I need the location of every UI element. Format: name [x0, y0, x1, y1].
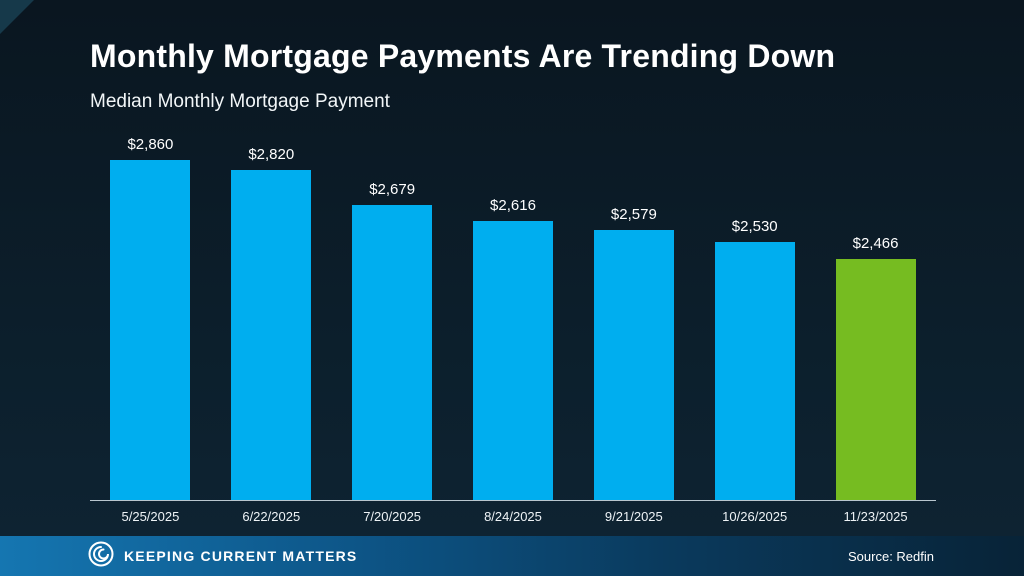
bar-column: $2,616 — [453, 197, 574, 500]
x-axis-tick-label: 10/26/2025 — [722, 509, 788, 524]
bar-column: $2,579 — [573, 206, 694, 500]
bar-value-label: $2,860 — [127, 136, 174, 153]
x-axis-tick-label: 6/22/2025 — [242, 509, 301, 524]
x-axis-tick-label: 9/21/2025 — [604, 509, 663, 524]
x-axis-tick-label: 5/25/2025 — [121, 509, 180, 524]
bar — [714, 242, 795, 500]
bar — [835, 259, 916, 500]
bar-value-label: $2,820 — [248, 146, 295, 163]
bar-value-label: $2,679 — [369, 181, 416, 198]
chart-title: Monthly Mortgage Payments Are Trending D… — [90, 38, 836, 74]
bar — [110, 160, 191, 500]
header: Monthly Mortgage Payments Are Trending D… — [90, 38, 835, 113]
bar — [472, 221, 553, 500]
bar-column: $2,679 — [332, 181, 453, 500]
bar — [593, 230, 674, 500]
x-axis-labels: 5/25/2025 6/22/2025 7/20/2025 8/24/2025 9/21… — [90, 509, 936, 524]
bar-column: $2,820 — [211, 146, 332, 500]
bar-value-label: $2,616 — [490, 197, 536, 214]
bar-plot: $2,860 $2,820 $2,679 $2,616 $2,579 $2,530 $2,4… — [90, 132, 936, 500]
bar — [352, 205, 433, 500]
x-axis-line — [90, 500, 936, 501]
x-axis-tick-label: 8/24/2025 — [484, 509, 542, 524]
footer-bar: Keeping Current Matters Source: Redfin — [0, 536, 1024, 576]
bar-chart: $2,860 $2,820 $2,679 $2,616 $2,579 $2,530 $2,4… — [90, 132, 936, 524]
x-axis-tick-label: 7/20/2025 — [363, 509, 422, 524]
bar-column: $2,860 — [90, 136, 211, 500]
source-label: Source: Redfin — [848, 548, 934, 564]
brand-name: Keeping Current Matters — [124, 548, 358, 564]
bar-column: $2,466 — [815, 235, 936, 500]
brand: Keeping Current Matters — [88, 541, 357, 572]
bar-column: $2,530 — [694, 218, 815, 500]
x-axis-tick-label: 11/23/2025 — [843, 509, 908, 524]
kcm-logo-icon — [88, 541, 114, 572]
bar-value-label: $2,579 — [610, 206, 657, 223]
corner-accent — [0, 0, 34, 34]
bar — [231, 170, 312, 500]
chart-subtitle: Median Monthly Mortgage Payment — [90, 91, 390, 112]
bar-value-label: $2,466 — [852, 235, 899, 252]
bar-value-label: $2,530 — [731, 218, 778, 235]
